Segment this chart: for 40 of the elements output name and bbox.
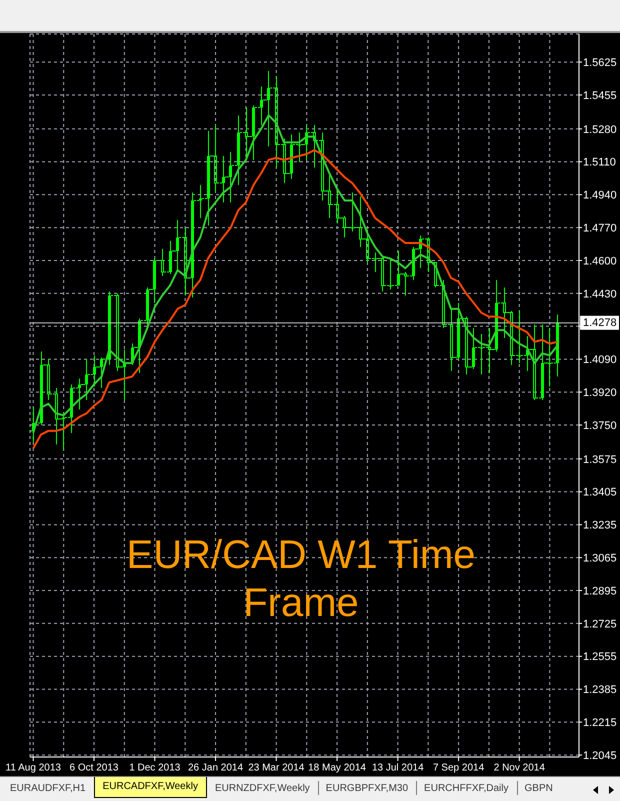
x-tick-label: 11 Aug 2013: [6, 762, 62, 774]
text: EURCHFFXF,Daily: [423, 782, 510, 796]
y-tick-label: 1.2385: [583, 684, 617, 696]
x-tick-label: 23 Mar 2014: [248, 762, 305, 774]
y-tick-label: 1.3920: [583, 387, 617, 400]
y-tick-label: 1.5110: [583, 156, 616, 169]
x-tick-label: 18 May 2014: [308, 762, 366, 774]
y-tick-label: 1.4430: [583, 288, 617, 300]
text: EUR/CAD W1 Time Frame: [126, 532, 476, 627]
y-tick-label: 1.3575: [583, 454, 617, 466]
y-tick-label: 1.4600: [583, 255, 617, 268]
x-tick-label: 2 Nov 2014: [494, 762, 546, 774]
y-tick-label: 1.3235: [583, 520, 617, 532]
text: EURGBPFXF,M30: [324, 782, 410, 796]
x-tick-label: 6 Oct 2013: [70, 762, 119, 774]
y-tick-label: 1.4940: [583, 190, 617, 202]
y-tick-label: 1.2725: [583, 618, 617, 630]
text: GBPN: [524, 782, 554, 796]
x-tick-label: 7 Sep 2014: [432, 762, 485, 774]
text: EURAUDFXF,H1: [9, 782, 87, 796]
text: EURNZDFXF,Weekly: [214, 782, 311, 796]
ref-line-label: 1.4278: [583, 316, 617, 329]
line-series: [32, 149, 558, 450]
y-tick-label: 1.3750: [583, 420, 617, 432]
y-tick-label: 1.5280: [583, 124, 617, 136]
line-series: [32, 114, 558, 434]
y-tick-label: 1.2895: [583, 585, 617, 598]
y-tick-label: 1.5625: [583, 56, 617, 69]
y-tick-label: 1.2215: [583, 717, 617, 730]
y-tick-label: 1.3065: [583, 552, 617, 565]
text: EURCADFXF,Weekly: [94, 776, 207, 798]
y-tick-label: 1.2555: [583, 651, 617, 664]
y-tick-label: 1.2045: [583, 750, 617, 762]
y-tick-label: 1.5455: [583, 90, 617, 102]
x-tick-label: 1 Dec 2013: [129, 762, 181, 774]
x-tick-label: 26 Jan 2014: [188, 762, 244, 774]
y-tick-label: 1.4090: [583, 354, 617, 366]
x-tick-label: 13 Jul 2014: [372, 762, 424, 774]
y-tick-label: 1.4770: [583, 222, 617, 234]
y-tick-label: 1.3405: [583, 486, 617, 499]
